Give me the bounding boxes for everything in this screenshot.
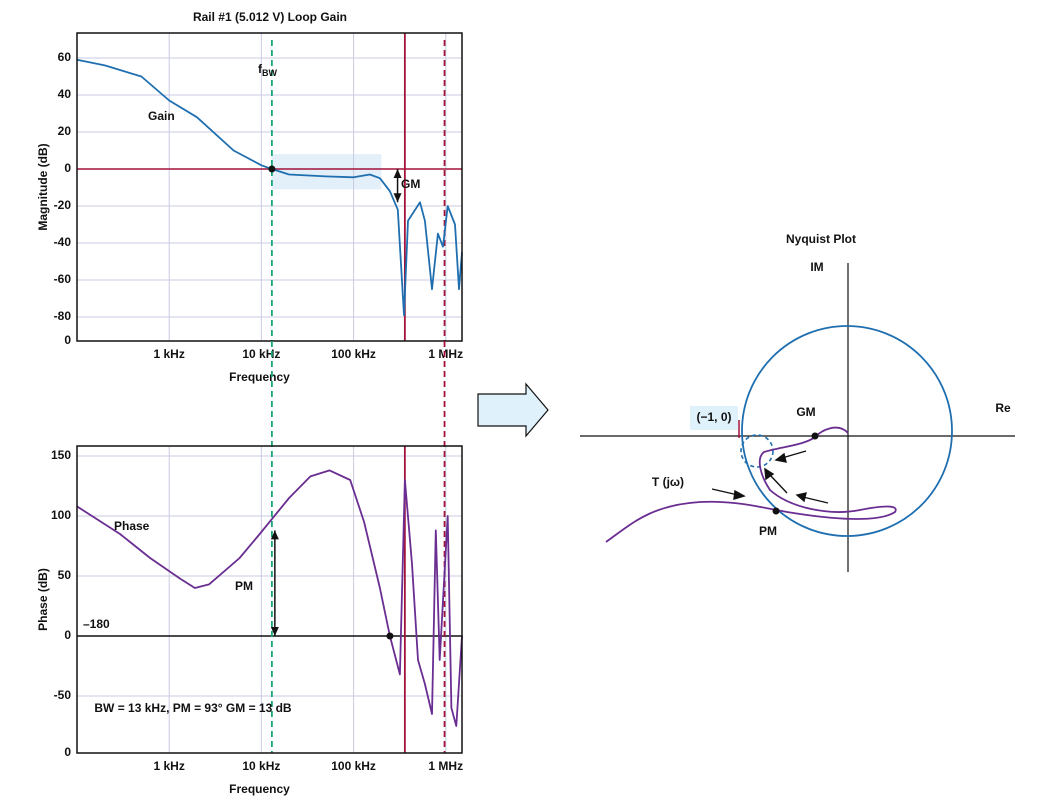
imag-label: IM [810,260,823,274]
arrow-head [764,467,775,481]
pm-label: PM [235,579,253,593]
flow-arrow [477,382,549,438]
plot-frame [76,32,463,342]
y-tick-label: 60 [58,50,72,64]
bw-main: f [258,62,263,76]
x-tick-label: 10 kHz [242,759,280,773]
bandwidth-label: fBW [258,62,277,78]
arrow [781,450,807,459]
pm-label: PM [759,524,777,538]
nyquist: Nyquist Plot IM Re (−1, 0) GM T (jω) PM [580,232,1015,572]
gm-point [811,432,819,440]
highlight [271,154,382,190]
y-tick-label: -80 [54,309,72,323]
chart: 0 -50 0 50 100 150 1 kHz 10 kHz 100 kHz 1 MHz Freq… [36,341,463,796]
y-axis-title: Phase (dB) [36,568,50,631]
arrow-head [270,626,279,636]
y-tick-label: 100 [51,508,71,522]
arrow-head [774,452,787,463]
x-tick-label: 1 kHz [154,759,185,773]
arrow [769,474,788,494]
arrow-head [393,168,402,178]
marker-point [268,165,276,173]
margin-circle [740,434,774,468]
y-tick-label: 40 [58,87,72,101]
ref-label: –180 [83,617,110,631]
y-tick-label: 0 [64,745,71,759]
x-tick-label: 100 kHz [331,759,376,773]
point-box [690,406,738,430]
y-tick-label: -50 [54,688,72,702]
point-label: (−1, 0) [696,410,731,424]
y-tick-label: -40 [54,235,72,249]
y-tick-label: 0 [64,628,71,642]
real-label: Re [995,401,1011,415]
nyquist-title: Nyquist Plot [786,232,856,246]
series-line [76,58,463,316]
arrow [802,496,829,504]
chart: 0 -80 -60 -40 -20 0 20 40 60 1 kHz 10 kHz 100 kHz 1 … [36,32,463,384]
charts: 0 -80 -60 -40 -20 0 20 40 60 1 kHz 10 kHz 100 kHz 1 … [36,32,463,796]
arrow-head [733,489,746,500]
direction-arrows [711,450,829,504]
unit-circle [741,325,953,537]
x-tick-label: 100 kHz [331,347,376,361]
chart-title: Rail #1 (5.012 V) Loop Gain [193,10,347,24]
x-tick-label: 1 MHz [428,759,463,773]
plot-frame [76,445,463,754]
x-axis-title: Frequency [229,782,290,796]
y-axis-title: Magnitude (dB) [36,143,50,230]
x-tick-label: 1 kHz [154,347,185,361]
gm-label: GM [796,405,815,419]
y-tick-label: -60 [54,272,72,286]
y-tick-label: 0 [64,333,71,347]
curve-label: T (jω) [652,475,684,489]
pm-point [772,507,780,515]
nyquist-curve [605,426,897,543]
series-label: Gain [148,109,175,123]
series-line [76,469,463,727]
y-tick-label: 0 [64,161,71,175]
x-tick-label: 10 kHz [242,347,280,361]
arrow [711,488,739,496]
arrow-head [393,193,402,203]
y-tick-label: 50 [58,568,72,582]
x-tick-label: 1 MHz [428,347,463,361]
marker-point [386,632,394,640]
summary: BW = 13 kHz, PM = 93° GM = 13 dB [94,701,292,715]
y-tick-label: 150 [51,448,71,462]
y-tick-label: -20 [54,198,72,212]
arrow-head [795,492,807,503]
bw-sub: BW [262,68,277,78]
gm-label: GM [401,177,420,191]
x-axis-title: Frequency [229,370,290,384]
series-label: Phase [114,519,150,533]
arrow-head [270,530,279,540]
y-tick-label: 20 [58,124,72,138]
